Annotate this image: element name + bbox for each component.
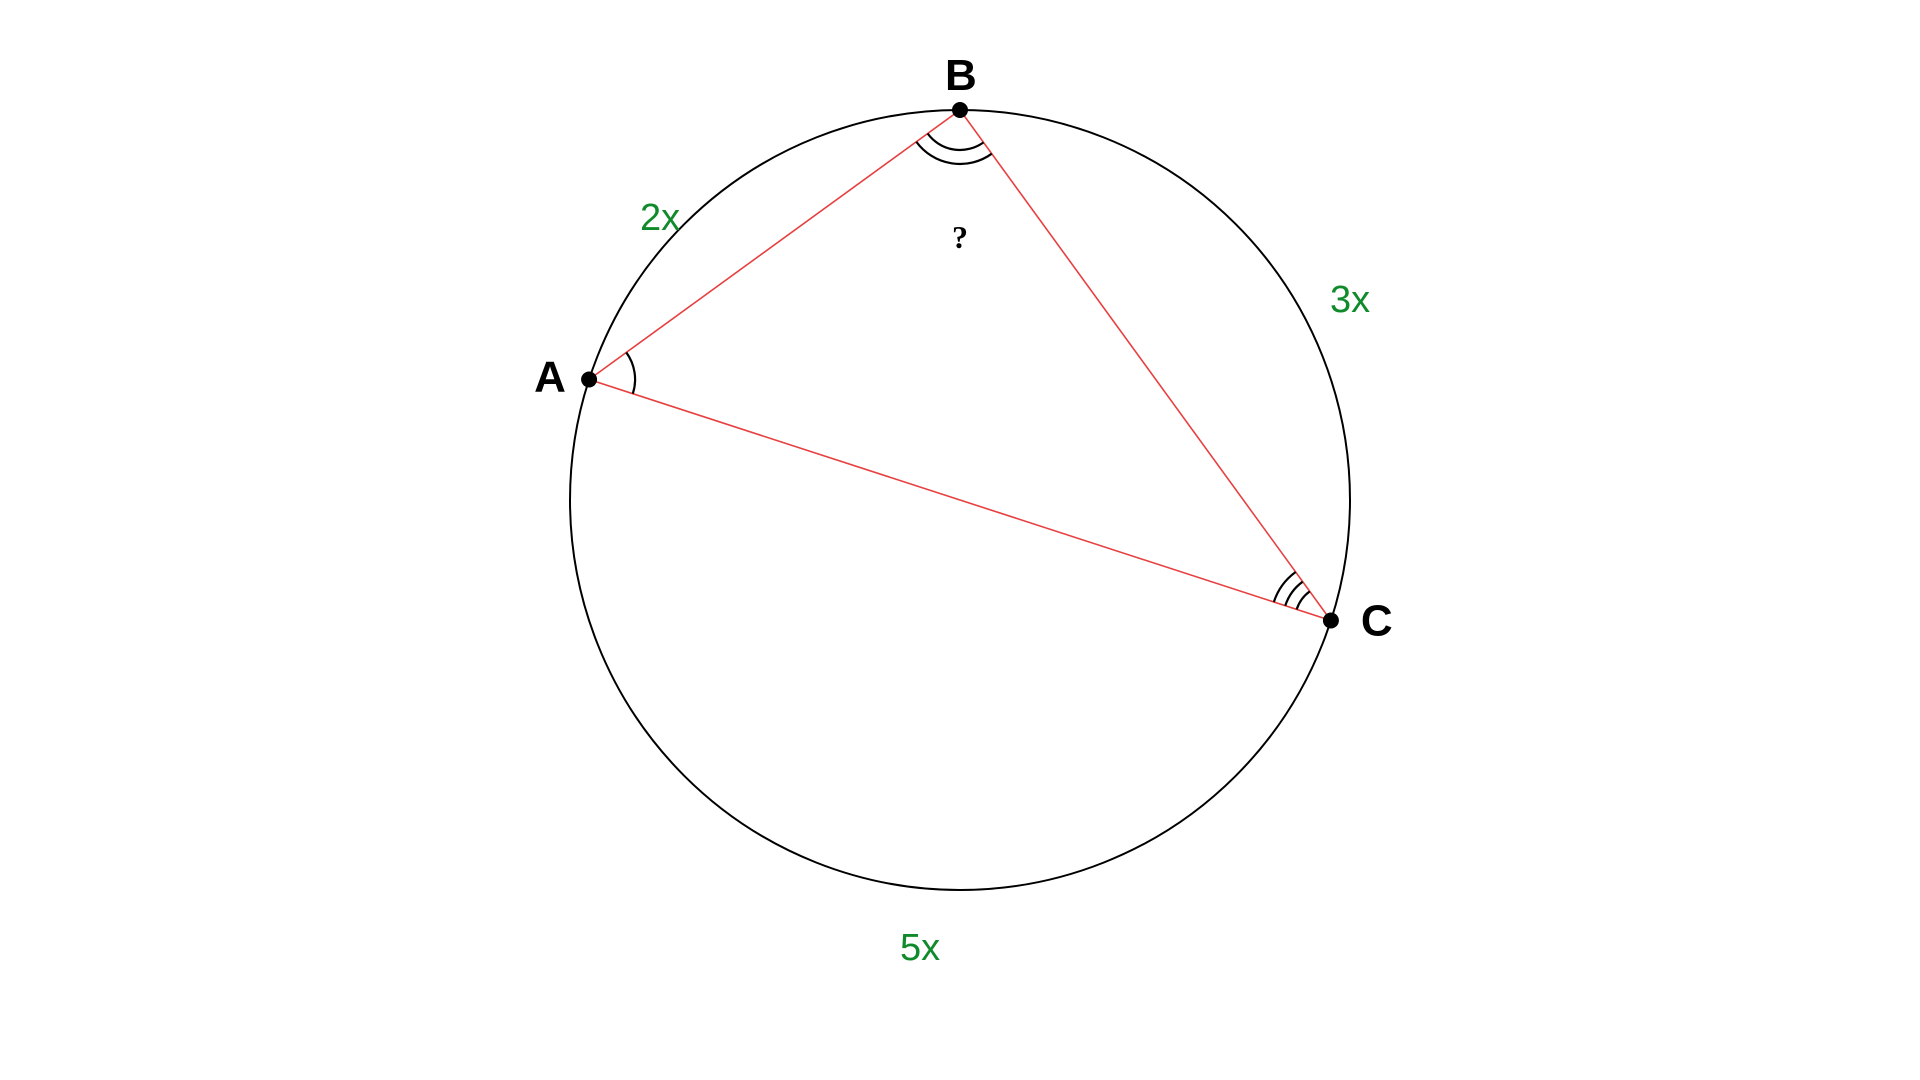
chord-AB: [589, 110, 960, 379]
chord-AC: [589, 379, 1331, 620]
arc-label-CA: 5x: [900, 927, 940, 969]
arc-label-BC: 3x: [1330, 279, 1370, 321]
label-A: A: [534, 352, 566, 401]
angle-mark: [626, 352, 635, 393]
point-A: [581, 371, 597, 387]
angle-mark: [1274, 572, 1296, 602]
point-C: [1323, 613, 1339, 629]
label-C: C: [1361, 597, 1393, 646]
point-B: [952, 102, 968, 118]
label-B: B: [945, 51, 977, 100]
chord-BC: [960, 110, 1331, 621]
geometry-diagram: ? A B C 2x 3x 5x: [0, 0, 1920, 1080]
angle-mark: [928, 134, 984, 150]
angle-mark: [1297, 591, 1310, 609]
angle-question-mark: ?: [952, 219, 968, 255]
arc-label-AB: 2x: [640, 197, 680, 239]
